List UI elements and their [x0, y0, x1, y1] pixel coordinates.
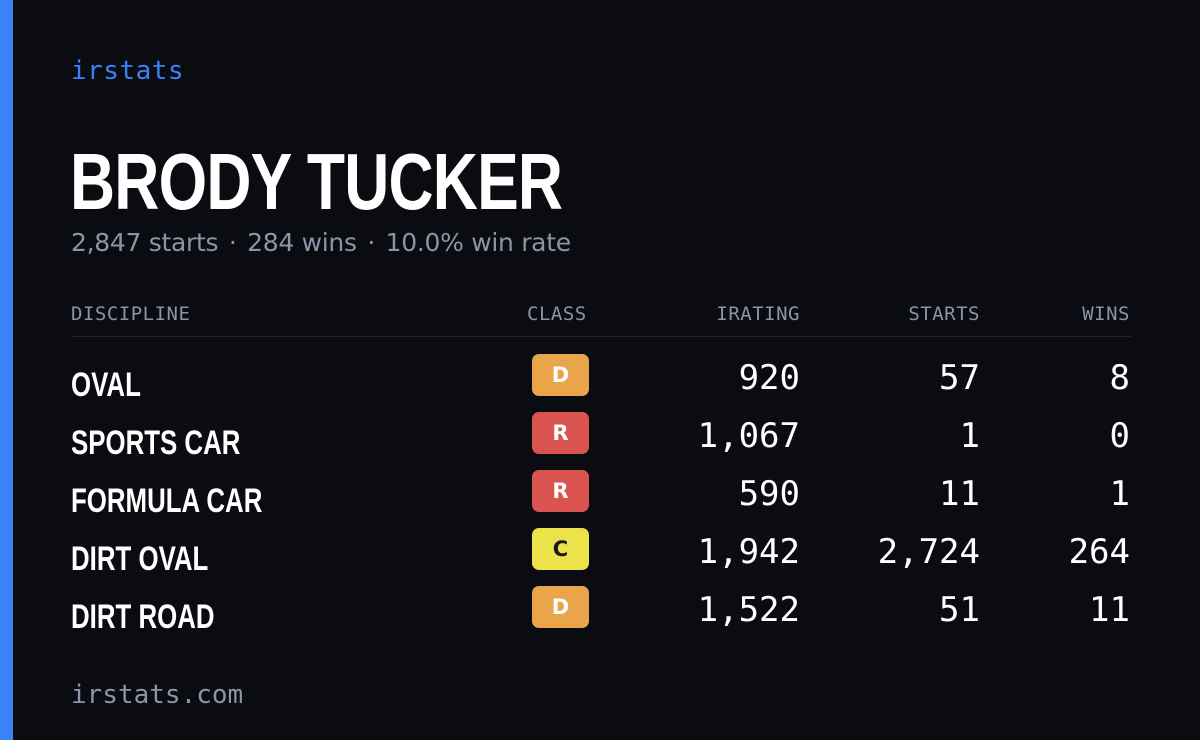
starts-value: 1 — [959, 416, 980, 456]
irating-value: 1,067 — [697, 416, 800, 456]
header-starts: STARTS — [908, 303, 980, 325]
summary-win-rate: 10.0% win rate — [385, 228, 571, 257]
discipline-name: FORMULA CAR — [71, 482, 263, 520]
discipline-name: OVAL — [71, 366, 141, 404]
starts-value: 2,724 — [877, 532, 980, 572]
table-row: FORMULA CAR R 590 11 1 — [71, 470, 1131, 528]
starts-value: 51 — [939, 590, 980, 630]
class-badge: C — [532, 528, 589, 570]
header-irating: IRATING — [716, 303, 800, 325]
driver-summary: 2,847 starts · 284 wins · 10.0% win rate — [71, 228, 571, 257]
class-badge: R — [532, 470, 589, 512]
header-wins: WINS — [1082, 303, 1130, 325]
wins-value: 0 — [1109, 416, 1130, 456]
wins-value: 264 — [1068, 532, 1130, 572]
class-badge: D — [532, 354, 589, 396]
wins-value: 11 — [1089, 590, 1130, 630]
table-body: OVAL D 920 57 8 SPORTS CAR R 1,067 1 0 F… — [71, 354, 1131, 644]
stats-table: DISCIPLINE CLASS IRATING STARTS WINS OVA… — [71, 298, 1131, 644]
irating-value: 1,942 — [697, 532, 800, 572]
table-header: DISCIPLINE CLASS IRATING STARTS WINS — [71, 298, 1131, 337]
starts-value: 57 — [939, 358, 980, 398]
summary-separator: · — [228, 228, 237, 257]
brand-logo[interactable]: irstats — [71, 56, 185, 86]
driver-name: BRODY TUCKER — [70, 137, 563, 226]
discipline-name: DIRT ROAD — [71, 598, 215, 636]
footer-url[interactable]: irstats.com — [71, 680, 244, 710]
summary-wins: 284 wins — [247, 228, 357, 257]
class-badge: D — [532, 586, 589, 628]
wins-value: 1 — [1109, 474, 1130, 514]
class-badge: R — [532, 412, 589, 454]
irating-value: 590 — [738, 474, 800, 514]
summary-separator: · — [367, 228, 375, 257]
summary-starts: 2,847 starts — [71, 228, 219, 257]
starts-value: 11 — [939, 474, 980, 514]
discipline-name: DIRT OVAL — [71, 540, 209, 578]
discipline-name: SPORTS CAR — [71, 424, 241, 462]
table-row: DIRT OVAL C 1,942 2,724 264 — [71, 528, 1131, 586]
header-class: CLASS — [527, 303, 587, 325]
header-discipline: DISCIPLINE — [71, 303, 191, 325]
irating-value: 920 — [738, 358, 800, 398]
table-row: SPORTS CAR R 1,067 1 0 — [71, 412, 1131, 470]
table-row: OVAL D 920 57 8 — [71, 354, 1131, 412]
table-row: DIRT ROAD D 1,522 51 11 — [71, 586, 1131, 644]
irating-value: 1,522 — [697, 590, 800, 630]
accent-bar — [0, 0, 13, 740]
wins-value: 8 — [1109, 358, 1130, 398]
